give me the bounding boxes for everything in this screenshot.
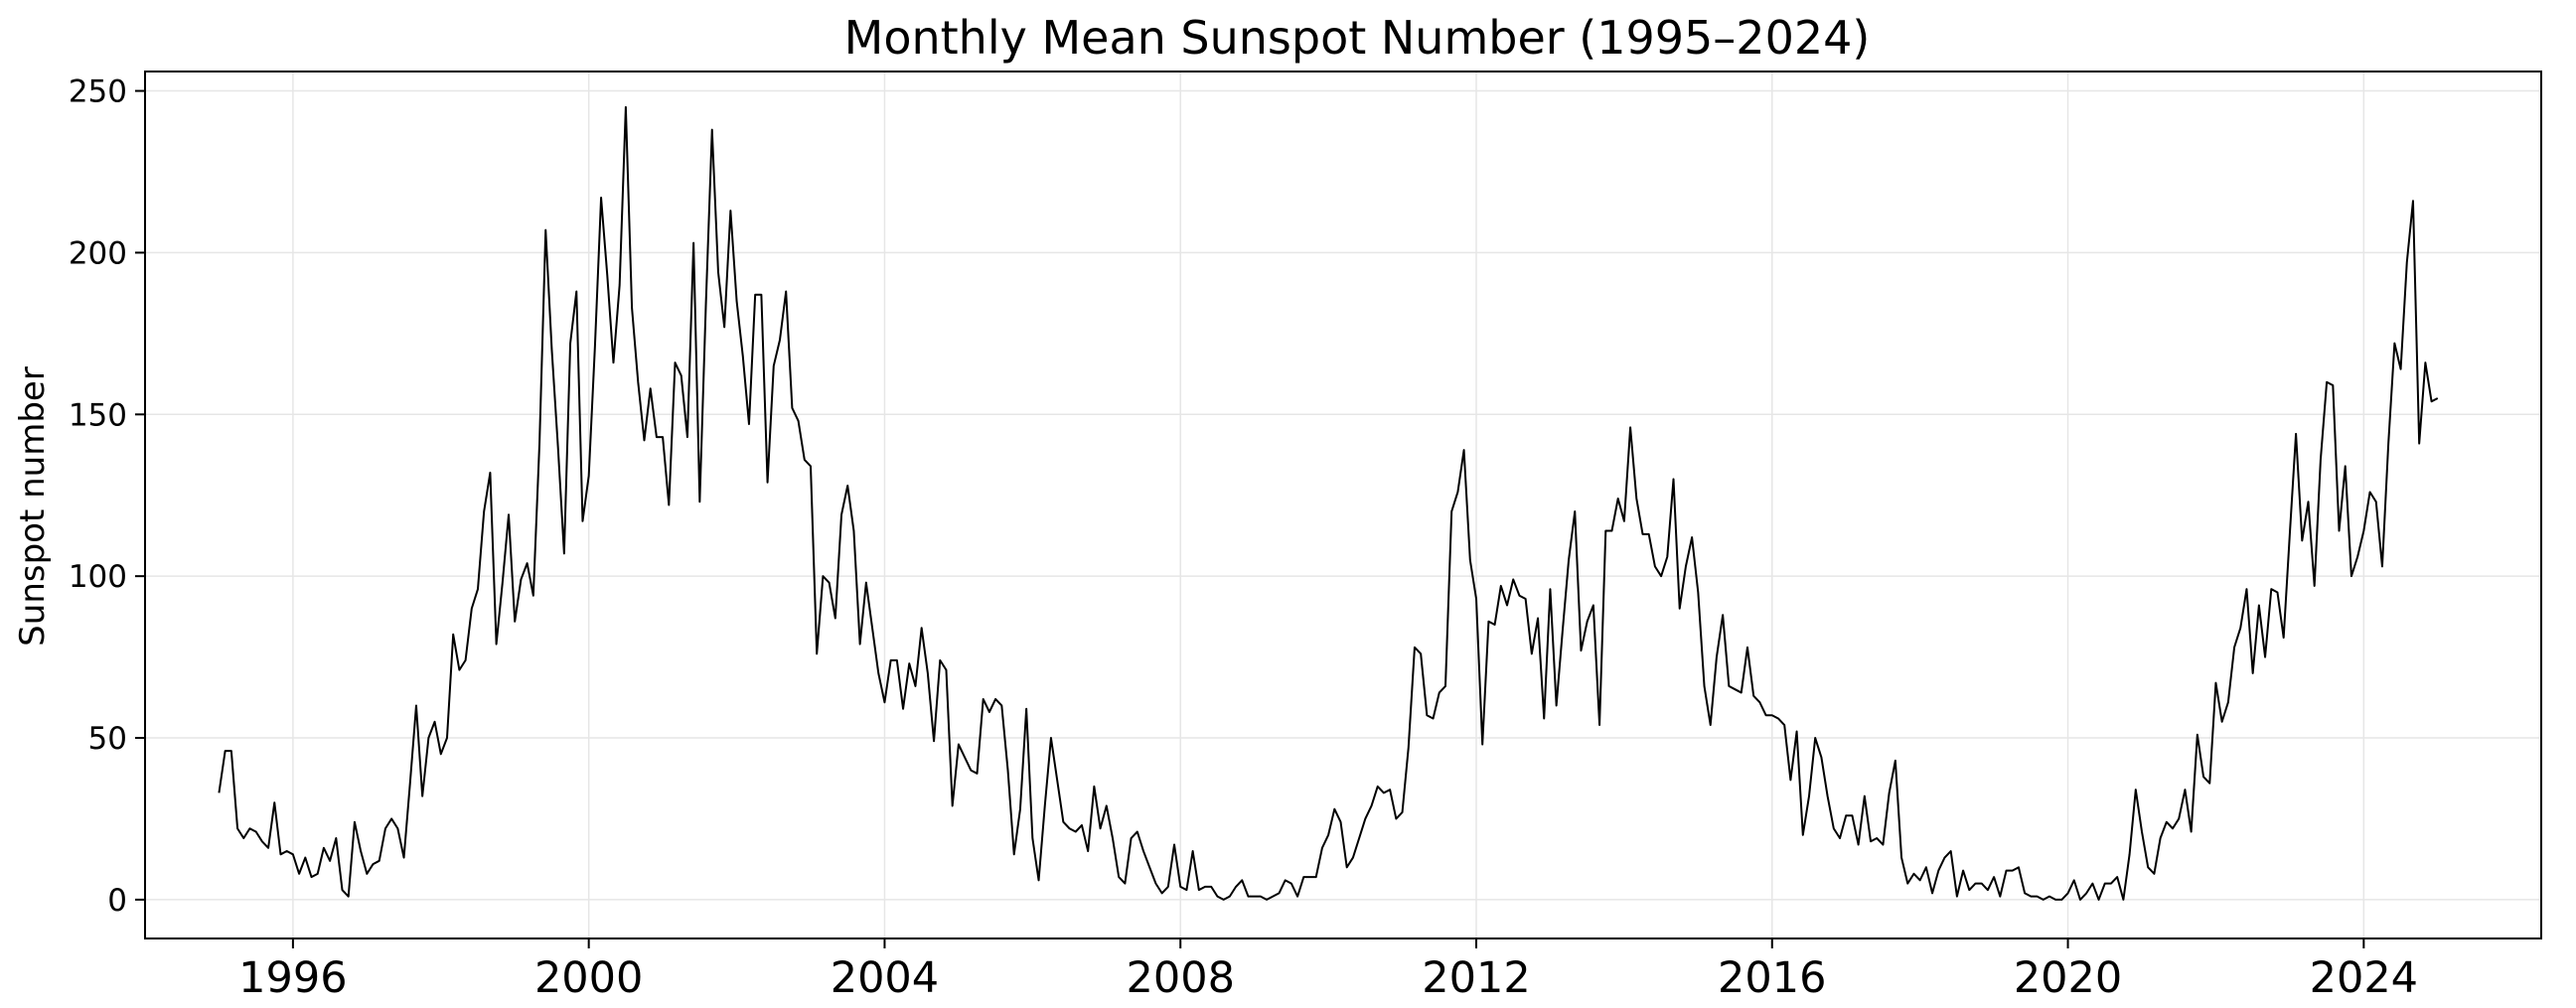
series-layer bbox=[218, 105, 2439, 901]
x-tick-label: 2016 bbox=[1718, 953, 1826, 1003]
x-tick-label: 2004 bbox=[831, 953, 939, 1003]
y-tick-label: 250 bbox=[69, 74, 127, 110]
x-axis: 1996 2000 2004 2008 2012 2016 2020 2024 bbox=[238, 938, 2418, 1003]
y-axis: 0 50 100 150 200 250 bbox=[69, 74, 145, 919]
grid-lines bbox=[145, 72, 2541, 938]
x-tick-label: 2000 bbox=[534, 953, 643, 1003]
sunspot-series-line bbox=[218, 105, 2439, 901]
y-tick-label: 50 bbox=[88, 721, 127, 757]
plot-area-frame bbox=[144, 71, 2542, 939]
y-tick-label: 150 bbox=[69, 397, 127, 433]
y-tick-label: 100 bbox=[69, 559, 127, 595]
x-tick-label: 2024 bbox=[2310, 953, 2418, 1003]
chart-title: Monthly Mean Sunspot Number (1995–2024) bbox=[844, 11, 1871, 65]
x-tick-label: 1996 bbox=[238, 953, 347, 1003]
y-axis-label: Sunspot number bbox=[13, 366, 53, 647]
x-tick-label: 2008 bbox=[1127, 953, 1235, 1003]
y-tick-label: 200 bbox=[69, 235, 127, 271]
y-tick-label: 0 bbox=[107, 883, 127, 919]
x-tick-label: 2012 bbox=[1422, 953, 1530, 1003]
x-tick-label: 2020 bbox=[2014, 953, 2122, 1003]
